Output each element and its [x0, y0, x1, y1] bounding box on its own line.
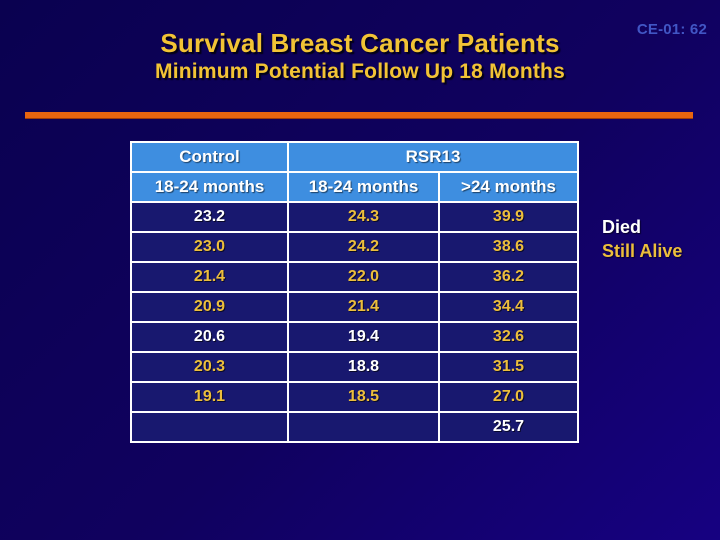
divider-bar — [25, 112, 693, 119]
table-cell — [287, 411, 440, 443]
table-row: 23.0 24.2 38.6 — [130, 231, 579, 263]
legend-still-alive-label: Still Alive — [602, 241, 683, 261]
survival-table-head: Control RSR13 18-24 months 18-24 months >24… — [130, 141, 579, 203]
table-row: 20.9 21.4 34.4 — [130, 291, 579, 323]
table-row: 19.1 18.5 27.0 — [130, 381, 579, 413]
table-cell: 38.6 — [438, 231, 579, 263]
table-row: 20.6 19.4 32.6 — [130, 321, 579, 353]
table-cell: 20.3 — [130, 351, 289, 383]
table-cell: 24.2 — [287, 231, 440, 263]
table-cell: 32.6 — [438, 321, 579, 353]
column-header-cell: 18-24 months — [287, 171, 440, 203]
table-cell: 21.4 — [287, 291, 440, 323]
table-cell: 23.0 — [130, 231, 289, 263]
column-header-cell: >24 months — [438, 171, 579, 203]
title-block: Survival Breast Cancer Patients Minimum … — [10, 28, 710, 84]
table-row: 21.4 22.0 36.2 — [130, 261, 579, 293]
column-header-cell: 18-24 months — [130, 171, 289, 203]
table-cell: 23.2 — [130, 201, 289, 233]
group-header-row: Control RSR13 — [130, 141, 579, 173]
survival-table: Control RSR13 18-24 months 18-24 months >24… — [130, 141, 579, 443]
survival-table-body: 23.2 24.3 39.9 23.0 24.2 38.6 21.4 22.0 36.2 20.9… — [130, 201, 579, 443]
table-cell: 19.4 — [287, 321, 440, 353]
legend: Died Still Alive — [602, 215, 682, 263]
table-cell: 21.4 — [130, 261, 289, 293]
table-cell — [130, 411, 289, 443]
legend-died-label: Died — [602, 217, 642, 237]
table-cell: 18.5 — [287, 381, 440, 413]
table-cell: 18.8 — [287, 351, 440, 383]
table-row: 20.3 18.8 31.5 — [130, 351, 579, 383]
page-subtitle: Minimum Potential Follow Up 18 Months — [155, 60, 565, 83]
column-header-row: 18-24 months 18-24 months >24 months — [130, 171, 579, 203]
table-cell: 27.0 — [438, 381, 579, 413]
group-header-cell: RSR13 — [287, 141, 579, 173]
table-row: 23.2 24.3 39.9 — [130, 201, 579, 233]
page-title: Survival Breast Cancer Patients — [160, 28, 560, 58]
table-cell: 34.4 — [438, 291, 579, 323]
table-cell: 25.7 — [438, 411, 579, 443]
table-cell: 22.0 — [287, 261, 440, 293]
table-cell: 19.1 — [130, 381, 289, 413]
table-cell: 20.9 — [130, 291, 289, 323]
slide-code: CE-01: 62 — [636, 21, 707, 38]
group-header-cell: Control — [130, 141, 289, 173]
table-cell: 20.6 — [130, 321, 289, 353]
table-row: 25.7 — [130, 411, 579, 443]
table-cell: 39.9 — [438, 201, 579, 233]
table-cell: 24.3 — [287, 201, 440, 233]
table-cell: 36.2 — [438, 261, 579, 293]
table-cell: 31.5 — [438, 351, 579, 383]
